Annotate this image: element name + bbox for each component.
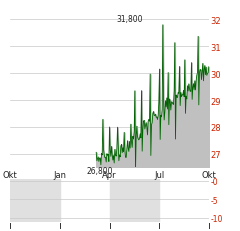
Text: 26,800: 26,800 <box>86 166 113 175</box>
Text: Jul: Jul <box>154 170 165 179</box>
Text: Okt: Okt <box>201 170 216 179</box>
Text: Jan: Jan <box>53 170 66 179</box>
Text: 31,800: 31,800 <box>116 15 143 24</box>
Bar <box>10 179 60 222</box>
Text: Apr: Apr <box>102 170 117 179</box>
Text: Okt: Okt <box>2 170 17 179</box>
Bar <box>109 179 160 222</box>
